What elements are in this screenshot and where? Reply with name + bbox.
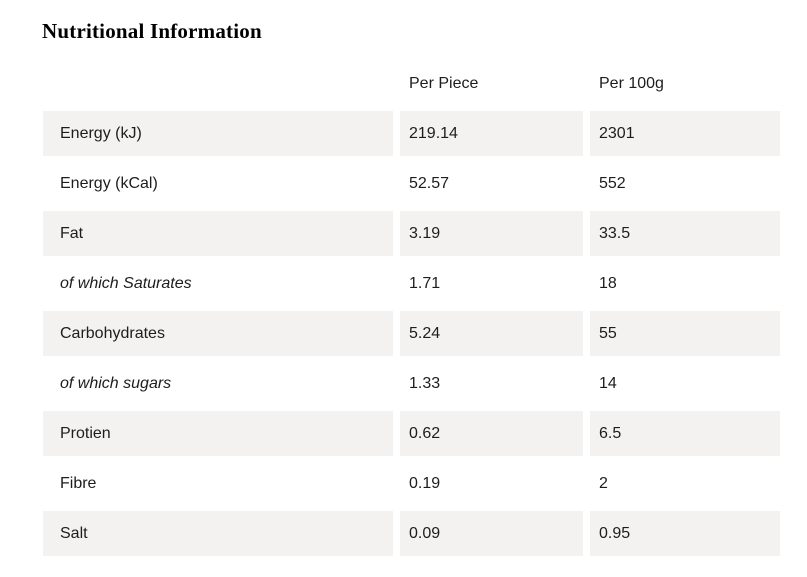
per-100g-value: 55 (590, 311, 780, 357)
per-piece-value: 3.19 (400, 211, 583, 257)
nutrient-label: of which Saturates (43, 261, 393, 307)
nutrient-label: of which sugars (43, 361, 393, 407)
per-piece-value: 219.14 (400, 111, 583, 157)
table-row: Protien 0.62 6.5 (43, 411, 780, 457)
nutrition-section: Nutritional Information Per Piece Per 10… (36, 19, 787, 561)
nutrient-column-header (43, 62, 393, 107)
per-100g-value: 0.95 (590, 511, 780, 557)
table-row: Energy (kCal) 52.57 552 (43, 161, 780, 207)
table-row: Energy (kJ) 219.14 2301 (43, 111, 780, 157)
per-piece-value: 1.71 (400, 261, 583, 307)
table-row: Salt 0.09 0.95 (43, 511, 780, 557)
per-piece-value: 0.19 (400, 461, 583, 507)
per-100g-value: 6.5 (590, 411, 780, 457)
table-row: of which sugars 1.33 14 (43, 361, 780, 407)
table-row: Carbohydrates 5.24 55 (43, 311, 780, 357)
per-piece-value: 1.33 (400, 361, 583, 407)
nutrient-label: Energy (kJ) (43, 111, 393, 157)
table-row: Fat 3.19 33.5 (43, 211, 780, 257)
per-100g-column-header: Per 100g (590, 62, 780, 107)
nutrient-label: Carbohydrates (43, 311, 393, 357)
table-row: Fibre 0.19 2 (43, 461, 780, 507)
per-100g-value: 18 (590, 261, 780, 307)
per-100g-value: 552 (590, 161, 780, 207)
per-piece-value: 5.24 (400, 311, 583, 357)
nutrient-label: Energy (kCal) (43, 161, 393, 207)
nutrient-label: Salt (43, 511, 393, 557)
per-100g-value: 2 (590, 461, 780, 507)
per-piece-value: 0.09 (400, 511, 583, 557)
per-100g-value: 33.5 (590, 211, 780, 257)
nutrition-table: Per Piece Per 100g Energy (kJ) 219.14 23… (36, 57, 787, 561)
section-title: Nutritional Information (42, 19, 262, 43)
per-100g-value: 2301 (590, 111, 780, 157)
per-piece-column-header: Per Piece (400, 62, 583, 107)
per-100g-value: 14 (590, 361, 780, 407)
table-row: of which Saturates 1.71 18 (43, 261, 780, 307)
header-row: Per Piece Per 100g (43, 62, 780, 107)
per-piece-value: 52.57 (400, 161, 583, 207)
nutrient-label: Fat (43, 211, 393, 257)
per-piece-value: 0.62 (400, 411, 583, 457)
nutrient-label: Protien (43, 411, 393, 457)
nutrient-label: Fibre (43, 461, 393, 507)
